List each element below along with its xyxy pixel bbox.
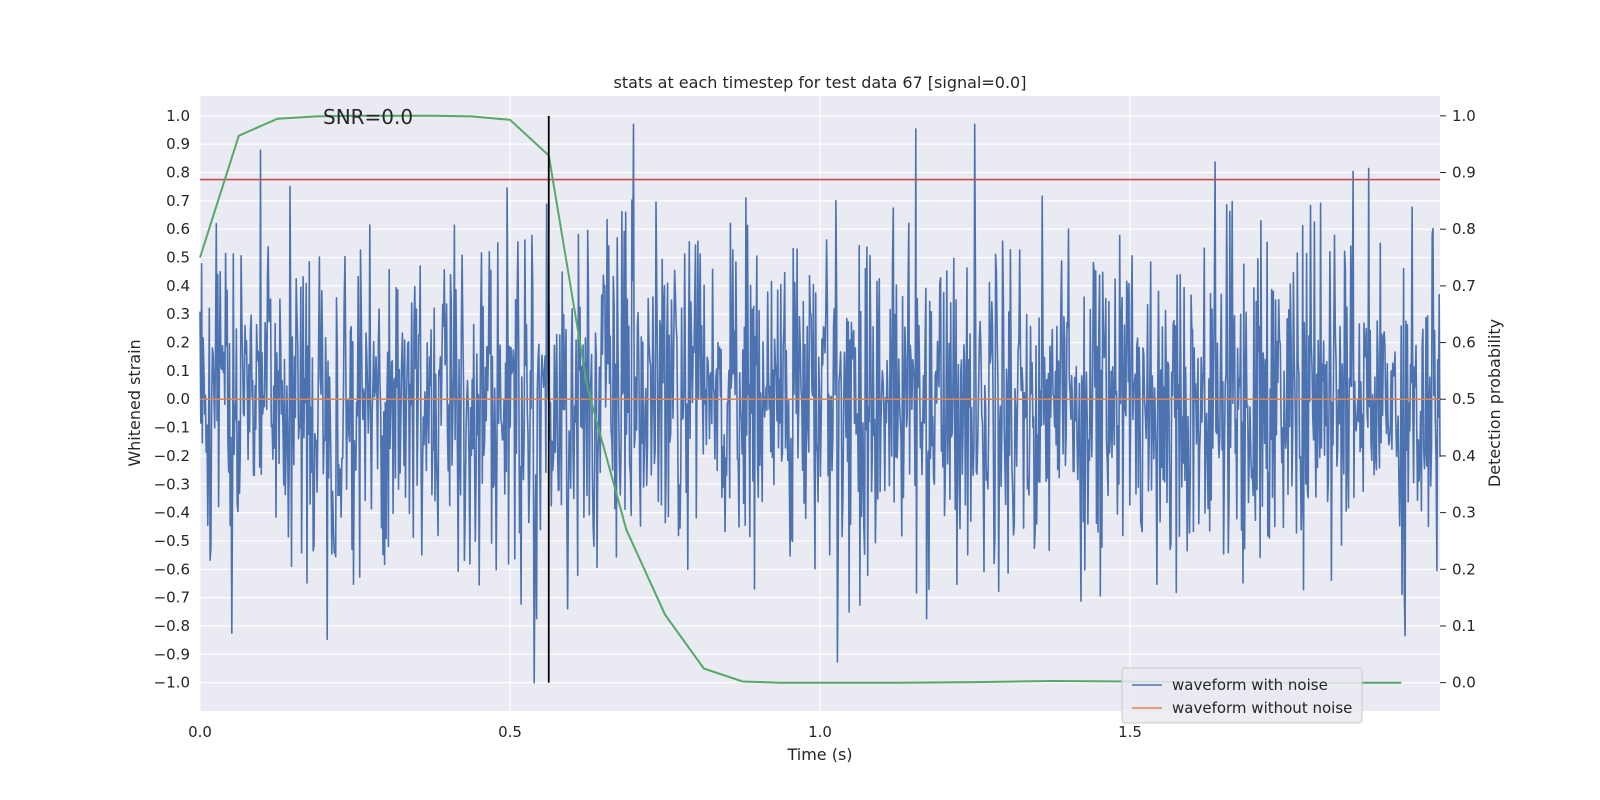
y-tick-label: 0.9 — [166, 135, 190, 153]
x-tick-label: 1.0 — [808, 723, 832, 741]
y-tick-label: −0.9 — [154, 645, 190, 663]
y-tick-label: 0.8 — [166, 164, 190, 182]
y-tick-label: 0.1 — [166, 362, 190, 380]
y2-tick-label: 0.4 — [1452, 447, 1476, 465]
y2-tick-label: 0.6 — [1452, 334, 1476, 352]
y2-tick-label: 0.0 — [1452, 674, 1476, 692]
y2-tick-label: 0.9 — [1452, 164, 1476, 182]
y-tick-label: 0.7 — [166, 192, 190, 210]
x-tick-label: 0.0 — [188, 723, 212, 741]
y-tick-label: −0.5 — [154, 532, 190, 550]
y2-tick-label: 0.7 — [1452, 277, 1476, 295]
y-tick-label: 0.5 — [166, 249, 190, 267]
x-tick-label: 0.5 — [498, 723, 522, 741]
legend-label-noise: waveform with noise — [1172, 676, 1328, 694]
y-tick-label: −0.8 — [154, 617, 190, 635]
y-tick-label: −0.3 — [154, 475, 190, 493]
x-axis-ticks: 0.0 0.5 1.0 1.5 — [188, 723, 1142, 741]
y2-tick-label: 0.3 — [1452, 504, 1476, 522]
y-tick-label: −1.0 — [154, 674, 190, 692]
y-axis-label: Whitened strain — [125, 339, 144, 466]
snr-annotation: SNR=0.0 — [323, 105, 413, 129]
y2-tick-label: 0.1 — [1452, 617, 1476, 635]
y-tick-label: −0.7 — [154, 589, 190, 607]
y2-axis-label: Detection probability — [1485, 319, 1504, 487]
y-tick-label: 0.3 — [166, 305, 190, 323]
y-tick-label: −0.2 — [154, 447, 190, 465]
x-axis-label: Time (s) — [786, 745, 852, 764]
series-waveform-with-noise — [199, 123, 1441, 684]
y2-axis-ticks: 1.0 0.9 0.8 0.7 0.6 0.5 0.4 0.3 0.2 0.1 0.0 — [1440, 107, 1476, 692]
y-tick-label: −0.6 — [154, 560, 190, 578]
y-tick-label: −0.1 — [154, 419, 190, 437]
y-tick-label: 0.4 — [166, 277, 190, 295]
y-tick-label: 0.6 — [166, 220, 190, 238]
x-tick-label: 1.5 — [1118, 723, 1142, 741]
legend-box — [1121, 667, 1363, 724]
y-tick-label: 0.2 — [166, 334, 190, 352]
y-tick-label: 0.0 — [166, 390, 190, 408]
legend: waveform with noise waveform without noi… — [1121, 667, 1363, 724]
y2-tick-label: 1.0 — [1452, 107, 1476, 125]
y2-tick-label: 0.5 — [1452, 390, 1476, 408]
y-axis-ticks: 1.0 0.9 0.8 0.7 0.6 0.5 0.4 0.3 0.2 0.1 0.0 −0.1 −0.… — [154, 107, 190, 692]
y2-tick-label: 0.8 — [1452, 220, 1476, 238]
legend-label-clean: waveform without noise — [1172, 699, 1352, 717]
y-tick-label: 1.0 — [166, 107, 190, 125]
chart-title: stats at each timestep for test data 67 … — [614, 73, 1027, 92]
line-waveform-with-noise — [199, 123, 1441, 684]
y2-tick-label: 0.2 — [1452, 560, 1476, 578]
y-tick-label: −0.4 — [154, 504, 190, 522]
